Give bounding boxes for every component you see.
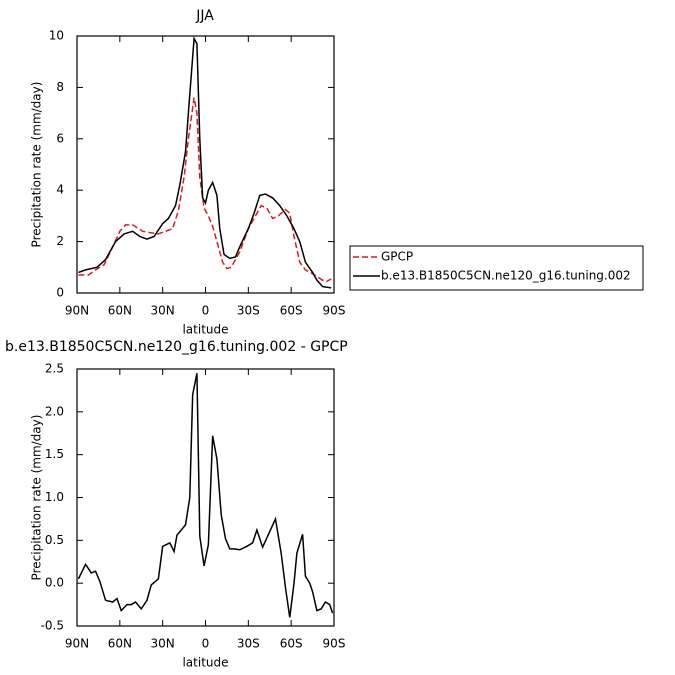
legend-label: GPCP bbox=[381, 250, 413, 264]
chart-title: JJA bbox=[195, 8, 214, 24]
y-tick-label: 0.0 bbox=[45, 576, 64, 590]
y-tick-label: 2.5 bbox=[45, 362, 64, 376]
y-tick-label: 6 bbox=[56, 131, 64, 145]
y-tick-label: 2 bbox=[56, 234, 64, 248]
y-tick-label: 0 bbox=[56, 286, 64, 300]
y-tick-label: 10 bbox=[49, 29, 64, 43]
y-axis-label: Precipitation rate (mm/day) bbox=[30, 82, 44, 248]
x-tick-label: 90N bbox=[65, 637, 89, 651]
legend-label: b.e13.B1850C5CN.ne120_g16.tuning.002 bbox=[381, 269, 631, 283]
x-axis-label: latitude bbox=[182, 323, 228, 337]
data-line bbox=[78, 36, 332, 289]
x-tick-label: 30N bbox=[151, 637, 175, 651]
x-tick-label: 30S bbox=[237, 637, 260, 651]
x-tick-label: 90S bbox=[323, 637, 346, 651]
y-tick-label: 1.0 bbox=[45, 490, 64, 504]
x-tick-label: 90N bbox=[65, 304, 89, 318]
data-line bbox=[78, 97, 332, 283]
legend-box bbox=[349, 245, 644, 291]
x-tick-label: 0 bbox=[202, 637, 210, 651]
y-tick-label: 0.5 bbox=[45, 533, 64, 547]
chart-title: b.e13.B1850C5CN.ne120_g16.tuning.002 - G… bbox=[5, 339, 348, 355]
x-tick-label: 60S bbox=[280, 637, 303, 651]
x-tick-label: 60N bbox=[108, 637, 132, 651]
x-tick-label: 0 bbox=[202, 304, 210, 318]
x-tick-label: 60N bbox=[108, 304, 132, 318]
x-tick-label: 90S bbox=[323, 304, 346, 318]
y-tick-label: 4 bbox=[56, 183, 64, 197]
x-axis-label: latitude bbox=[182, 656, 228, 670]
x-tick-label: 30N bbox=[151, 304, 175, 318]
y-tick-label: 2.0 bbox=[45, 404, 64, 418]
x-tick-label: 30S bbox=[237, 304, 260, 318]
y-tick-label: 1.5 bbox=[45, 447, 64, 461]
x-tick-label: 60S bbox=[280, 304, 303, 318]
y-tick-label: -0.5 bbox=[41, 619, 64, 633]
y-tick-label: 8 bbox=[56, 80, 64, 94]
plot-frame bbox=[76, 35, 335, 294]
data-line bbox=[77, 373, 334, 618]
y-axis-label: Precipitation rate (mm/day) bbox=[30, 415, 44, 581]
plot-frame bbox=[76, 368, 335, 627]
